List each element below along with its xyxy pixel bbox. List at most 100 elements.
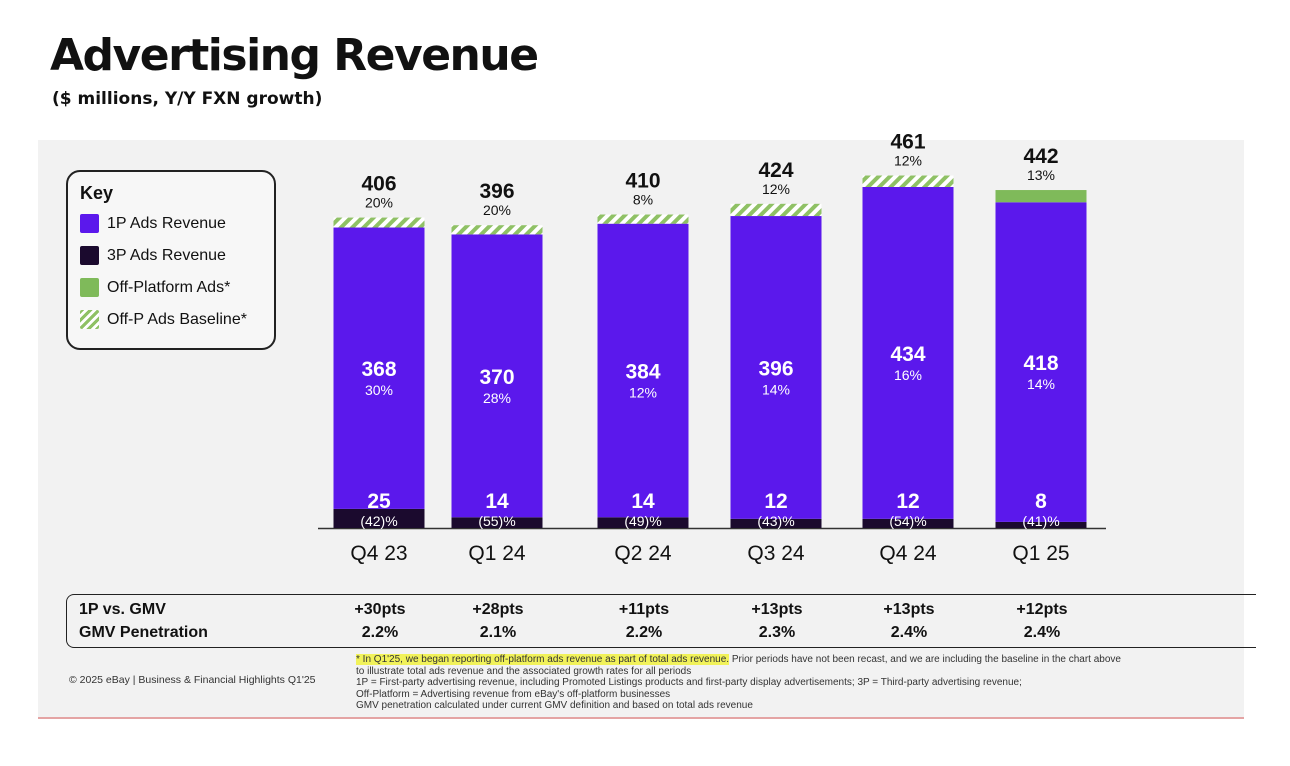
label-total-3: 424 (758, 159, 793, 182)
label-1p-value-0: 368 (361, 358, 396, 381)
x-tick-label-0: Q4 23 (350, 542, 407, 565)
key-label-1p: 1P Ads Revenue (107, 214, 226, 232)
label-3p-growth-2: (49)% (624, 513, 661, 529)
bar-baseline-3 (730, 203, 822, 217)
key-title: Key (80, 183, 114, 203)
label-1p-value-5: 418 (1023, 352, 1058, 375)
row-label-1p-vs-gmv: 1P vs. GMV (79, 601, 166, 618)
bar-1p-4 (862, 186, 954, 519)
key-item-baseline: Off-P Ads Baseline* (80, 310, 247, 329)
label-total-2: 410 (625, 170, 660, 193)
bar-baseline-1 (451, 225, 543, 235)
label-1p-growth-0: 30% (365, 382, 393, 398)
label-1p-value-4: 434 (890, 343, 925, 366)
footnote-highlight: * In Q1'25, we began reporting off-platf… (356, 654, 730, 665)
label-1p-growth-3: 14% (762, 381, 790, 397)
bar-3p-4 (862, 518, 954, 528)
cell-1p-vs-gmv-5: +12pts (1016, 601, 1068, 618)
cell-gmv-penetration-4: 2.4% (890, 624, 928, 641)
label-3p-value-5: 8 (1035, 490, 1047, 513)
footnote-line-1: * In Q1'25, we began reporting off-platf… (356, 654, 1236, 666)
bar-baseline-4 (862, 175, 954, 187)
label-1p-growth-2: 12% (629, 384, 657, 400)
label-3p-value-0: 25 (367, 490, 391, 513)
label-total-growth-3: 12% (762, 181, 790, 197)
cell-1p-vs-gmv-0: +30pts (354, 601, 406, 618)
cell-1p-vs-gmv-4: +13pts (883, 601, 935, 618)
label-1p-growth-5: 14% (1027, 376, 1055, 392)
key-swatch-3p (80, 246, 99, 265)
bar-baseline-0 (333, 217, 425, 228)
label-total-5: 442 (1023, 145, 1058, 168)
cell-gmv-penetration-0: 2.2% (361, 624, 399, 641)
page-title: Advertising Revenue (50, 30, 539, 81)
label-total-4: 461 (890, 131, 925, 154)
label-3p-value-2: 14 (631, 490, 655, 513)
bar-1p-2 (597, 223, 689, 518)
footnote-line-5: GMV penetration calculated under current… (356, 700, 753, 712)
bar-baseline-2 (597, 214, 689, 224)
bar-3p-0 (333, 508, 425, 528)
cell-gmv-penetration-2: 2.2% (625, 624, 663, 641)
x-tick-label-1: Q1 24 (468, 542, 526, 565)
key-label-baseline: Off-P Ads Baseline* (107, 310, 247, 328)
key-swatch-baseline-icon (80, 310, 99, 329)
label-1p-value-3: 396 (758, 357, 793, 380)
label-total-1: 396 (479, 180, 514, 203)
footnote-line-3: 1P = First-party advertising revenue, in… (356, 677, 1022, 689)
label-total-growth-4: 12% (894, 153, 922, 169)
key-label-3p: 3P Ads Revenue (107, 246, 226, 264)
key-swatch-off-platform (80, 278, 99, 297)
bar-1p-0 (333, 227, 425, 509)
label-total-growth-1: 20% (483, 202, 511, 218)
panel-divider (38, 717, 1244, 719)
bar-3p-3 (730, 518, 822, 528)
cell-gmv-penetration-3: 2.3% (758, 624, 796, 641)
label-3p-growth-5: (41)% (1022, 513, 1059, 529)
chart-key: Key 1P Ads Revenue 3P Ads Revenue Off-Pl… (66, 170, 276, 350)
label-3p-value-1: 14 (485, 490, 509, 513)
label-1p-growth-1: 28% (483, 390, 511, 406)
label-total-0: 406 (361, 173, 396, 196)
key-item-1p: 1P Ads Revenue (80, 214, 226, 233)
bar-3p-1 (451, 517, 543, 528)
x-tick-label-2: Q2 24 (614, 542, 672, 565)
row-label-gmv-penetration: GMV Penetration (79, 624, 208, 641)
copyright-text: © 2025 eBay | Business & Financial Highl… (69, 674, 316, 686)
label-total-growth-2: 8% (633, 192, 653, 208)
cell-1p-vs-gmv-2: +11pts (618, 601, 670, 618)
bar-1p-5 (995, 202, 1087, 522)
label-1p-value-1: 370 (479, 366, 514, 389)
x-tick-label-3: Q3 24 (747, 542, 805, 565)
label-3p-value-3: 12 (764, 490, 787, 513)
label-3p-growth-0: (42)% (360, 513, 397, 529)
key-item-off-platform: Off-Platform Ads* (80, 278, 230, 297)
label-3p-growth-4: (54)% (889, 513, 926, 529)
label-3p-growth-3: (43)% (757, 513, 794, 529)
footnote-line-4: Off-Platform = Advertising revenue from … (356, 688, 671, 700)
footnote-line-1-rest: Prior periods have not been recast, and … (729, 654, 1121, 665)
label-1p-growth-4: 16% (894, 367, 922, 383)
bar-1p-1 (451, 234, 543, 518)
footnotes: * In Q1'25, we began reporting off-platf… (356, 654, 1236, 712)
label-total-growth-0: 20% (365, 195, 393, 211)
label-3p-growth-1: (55)% (478, 513, 515, 529)
key-item-3p: 3P Ads Revenue (80, 246, 226, 265)
footnote-line-2: to illustrate total ads revenue and the … (356, 665, 692, 677)
bar-3p-2 (597, 517, 689, 528)
x-tick-label-5: Q1 25 (1012, 542, 1069, 565)
key-label-off-platform: Off-Platform Ads* (107, 278, 231, 296)
page-subtitle: ($ millions, Y/Y FXN growth) (52, 89, 323, 109)
key-swatch-1p (80, 214, 99, 233)
metrics-table: 1P vs. GMV GMV Penetration +30pts +28pts +… (66, 594, 1256, 648)
bar-off-platform-5 (995, 190, 1087, 203)
bar-1p-3 (730, 216, 822, 519)
cell-gmv-penetration-5: 2.4% (1023, 624, 1061, 641)
cell-gmv-penetration-1: 2.1% (479, 624, 517, 641)
label-total-growth-5: 13% (1027, 167, 1055, 183)
cell-1p-vs-gmv-1: +28pts (472, 601, 524, 618)
x-tick-label-4: Q4 24 (879, 542, 937, 565)
cell-1p-vs-gmv-3: +13pts (751, 601, 803, 618)
bar-3p-5 (995, 521, 1087, 528)
